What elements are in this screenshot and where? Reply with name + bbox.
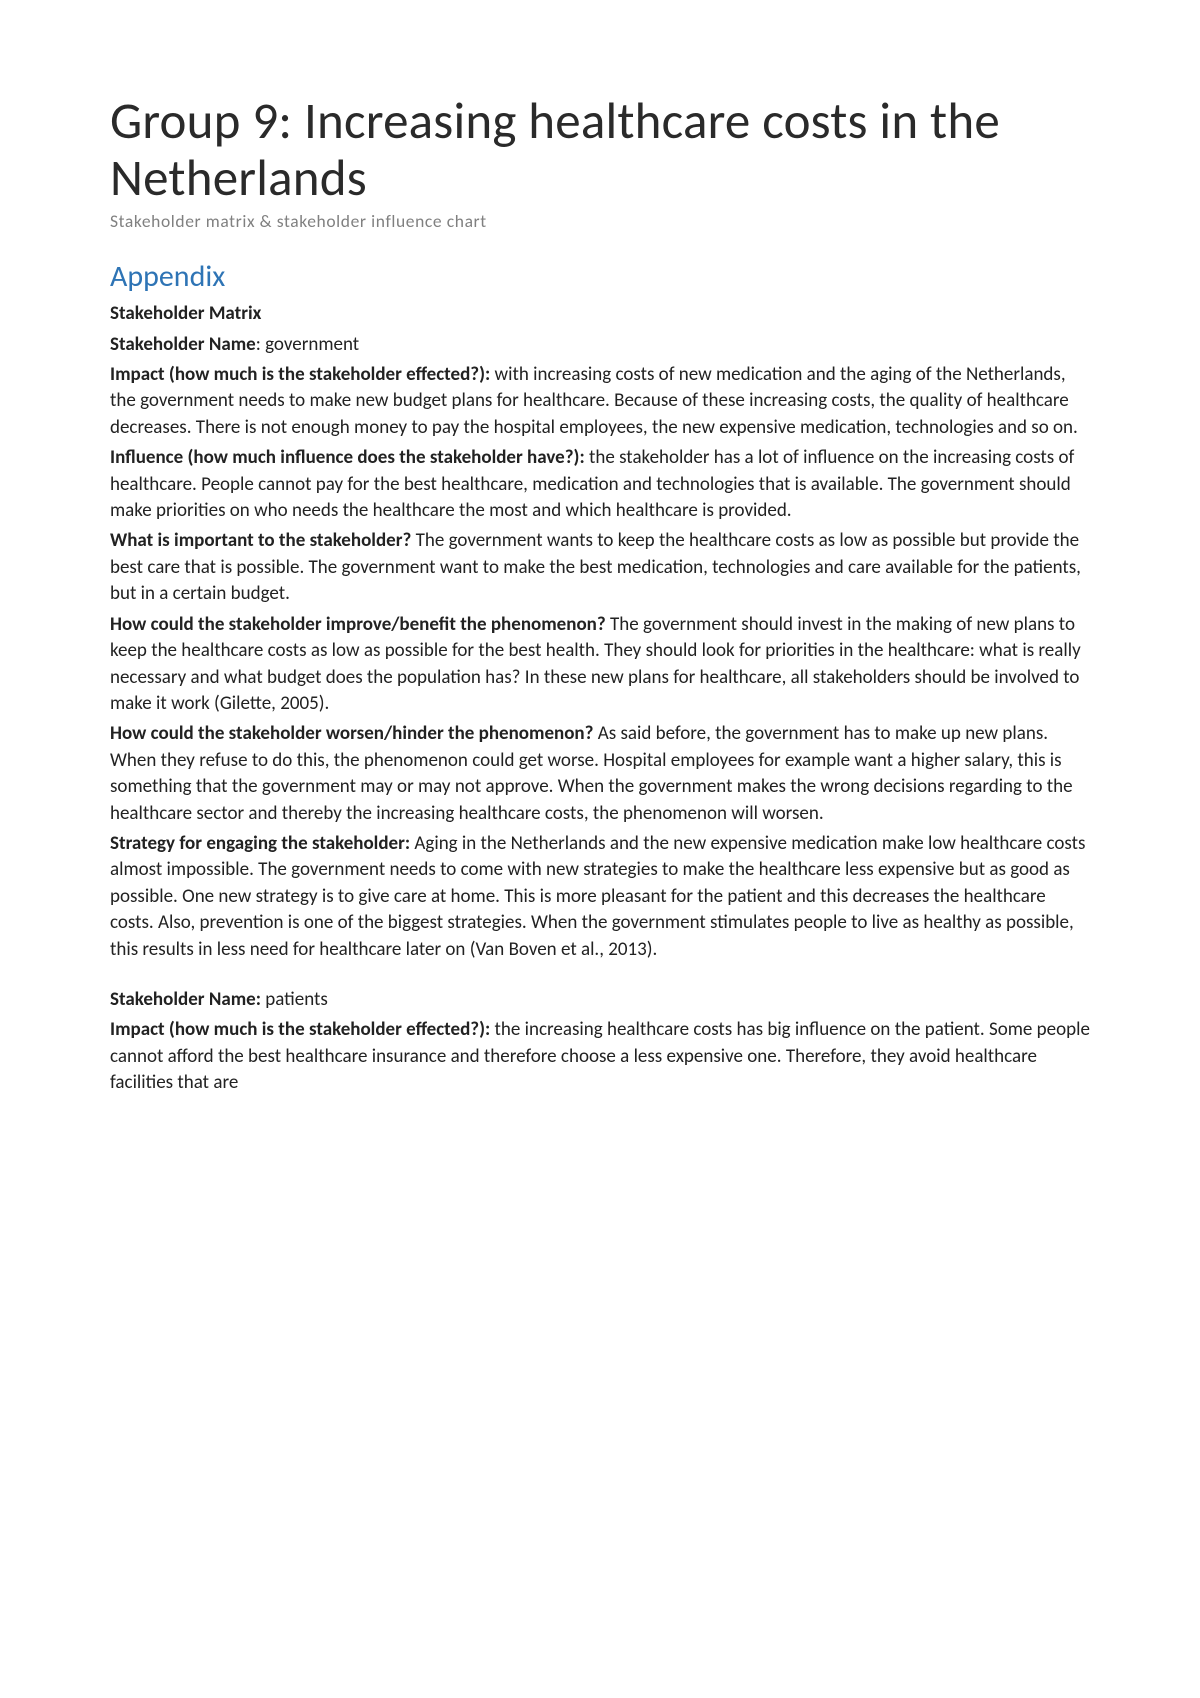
strategy-label: Strategy for engaging the stakeholder: (110, 832, 410, 855)
body-text: Stakeholder Matrix Stakeholder Name: gov… (110, 301, 1090, 1096)
important-paragraph: What is important to the stakeholder? Th… (110, 528, 1090, 607)
stakeholder-name-value: patients (261, 988, 328, 1011)
influence-label: Influence (how much influence does the s… (110, 446, 585, 469)
impact-paragraph: Impact (how much is the stakeholder effe… (110, 1017, 1090, 1096)
appendix-heading: Appendix (110, 258, 1090, 295)
page-subtitle: Stakeholder matrix & stakeholder influen… (110, 210, 1090, 232)
worsen-label: How could the stakeholder worsen/hinder … (110, 722, 593, 745)
improve-paragraph: How could the stakeholder improve/benefi… (110, 612, 1090, 718)
influence-paragraph: Influence (how much influence does the s… (110, 445, 1090, 524)
stakeholder-name-row: Stakeholder Name: government (110, 332, 1090, 358)
matrix-heading: Stakeholder Matrix (110, 301, 1090, 327)
stakeholder-name-row: Stakeholder Name: patients (110, 987, 1090, 1013)
impact-label: Impact (how much is the stakeholder effe… (110, 363, 490, 386)
impact-paragraph: Impact (how much is the stakeholder effe… (110, 362, 1090, 441)
important-label: What is important to the stakeholder? (110, 529, 411, 552)
improve-label: How could the stakeholder improve/benefi… (110, 613, 606, 636)
worsen-paragraph: How could the stakeholder worsen/hinder … (110, 721, 1090, 827)
impact-label: Impact (how much is the stakeholder effe… (110, 1018, 490, 1041)
page-title: Group 9: Increasing healthcare costs in … (110, 92, 1090, 206)
stakeholder-name-label: Stakeholder Name (110, 333, 256, 356)
strategy-paragraph: Strategy for engaging the stakeholder: A… (110, 831, 1090, 963)
stakeholder-name-value: : government (256, 333, 359, 356)
stakeholder-name-label: Stakeholder Name: (110, 988, 261, 1011)
document-page: Group 9: Increasing healthcare costs in … (0, 0, 1200, 1698)
